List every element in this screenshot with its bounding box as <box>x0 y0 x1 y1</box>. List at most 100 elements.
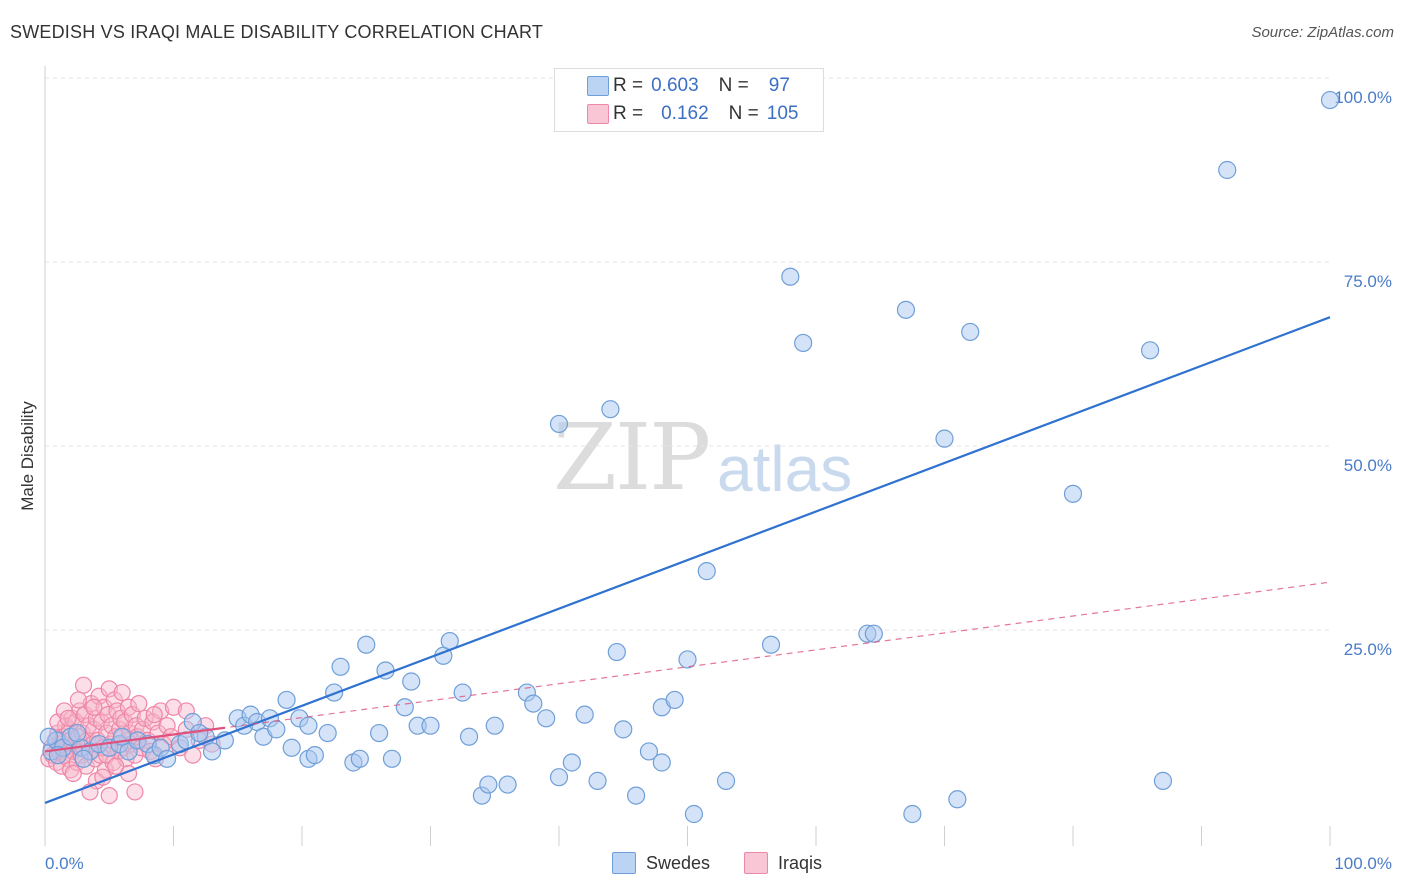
swedes-point <box>305 746 324 765</box>
legend-n-label-swedes: N = <box>718 75 749 96</box>
swedes-point <box>357 635 376 654</box>
iraqis-point <box>145 706 163 724</box>
swedes-point <box>1320 90 1340 110</box>
swedes-point <box>761 635 781 654</box>
swedes-point <box>607 642 626 662</box>
legend-swatch-swedes <box>587 76 609 96</box>
swedes-point <box>1140 341 1160 360</box>
legend-r-label-swedes: R = <box>613 75 644 96</box>
swedes-point <box>896 300 916 319</box>
source-label: Source: ZipAtlas.com <box>1251 24 1394 41</box>
iraqis-point <box>130 694 148 713</box>
swedes-point <box>331 657 350 676</box>
swedes-point <box>684 804 704 824</box>
correlation-legend: R = 0.603 N = 97 R = 0.162 N = 105 <box>554 68 824 132</box>
y-tick-label: 75.0% <box>1344 272 1392 291</box>
swedes-point <box>575 705 594 724</box>
swedes-point <box>190 723 209 743</box>
swedes-point <box>1218 160 1237 180</box>
swedes-point <box>459 727 479 746</box>
swedes-point <box>277 690 296 710</box>
iraqis-point <box>100 786 118 805</box>
swedes-point <box>498 775 517 794</box>
swedes-point <box>267 720 286 739</box>
swedes-point <box>549 414 569 434</box>
series-legend: Swedes Iraqis <box>0 852 1406 878</box>
swedes-point <box>350 749 369 768</box>
x-tick-label: 0.0% <box>45 854 84 873</box>
legend-r-value-iraqis: 0.162 <box>661 103 709 124</box>
swedes-point <box>453 683 472 702</box>
swedes-swatch <box>612 852 636 874</box>
swedes-point <box>485 716 504 735</box>
iraqis-point <box>59 709 77 727</box>
swedes-point <box>794 333 813 353</box>
watermark-atlas: atlas <box>717 433 853 505</box>
legend-item-swedes[interactable]: Swedes <box>612 852 710 874</box>
y-tick-label: 100.0% <box>1334 88 1392 107</box>
legend-item-iraqis[interactable]: Iraqis <box>744 852 822 874</box>
iraqis-point <box>164 698 183 716</box>
swedes-point <box>282 738 301 757</box>
legend-r-label-iraqis: R = <box>613 103 644 124</box>
y-tick-label: 25.0% <box>1344 640 1392 659</box>
swedes-point <box>614 720 633 739</box>
iraqis-point <box>100 680 118 698</box>
swedes-point <box>678 650 697 669</box>
swedes-point <box>549 768 569 787</box>
iraqis-trend-line <box>44 581 1331 753</box>
swedes-point <box>39 727 58 746</box>
swedes-point <box>961 322 980 342</box>
swedes-point <box>524 694 543 713</box>
swedes-point <box>601 400 620 419</box>
swedes-point <box>639 742 659 761</box>
iraqis-trend-line-solid <box>44 726 226 753</box>
y-tick-label: 50.0% <box>1344 456 1392 475</box>
swedes-point <box>395 698 414 717</box>
iraqis-point <box>85 698 103 716</box>
x-tick-label: 100.0% <box>1334 854 1392 873</box>
iraqis-point <box>64 764 82 783</box>
iraqis-point <box>99 706 117 724</box>
swedes-trend-line <box>44 316 1331 804</box>
chart-title: SWEDISH VS IRAQI MALE DISABILITY CORRELA… <box>10 22 544 42</box>
swedes-point <box>665 690 684 710</box>
swedes-point <box>1153 771 1173 790</box>
swedes-point <box>903 804 922 824</box>
swedes-point <box>299 716 318 735</box>
swedes-point <box>74 749 93 768</box>
swedes-point <box>935 429 954 448</box>
legend-n-label-iraqis: N = <box>728 103 759 124</box>
swedes-point <box>1063 484 1083 503</box>
swedes-point <box>716 771 736 790</box>
iraqis-point <box>107 757 125 775</box>
legend-n-value-swedes: 97 <box>768 75 790 96</box>
swedes-point <box>370 723 389 743</box>
swedes-point <box>68 723 87 743</box>
legend-r-value-swedes: 0.603 <box>651 75 699 96</box>
iraqis-point <box>69 691 88 709</box>
swedes-point <box>948 790 967 809</box>
swedes-point <box>479 775 498 794</box>
legend-row-swedes: R = 0.603 N = 97 <box>587 72 790 100</box>
swedes-point <box>781 267 800 286</box>
iraqis-point <box>126 783 144 801</box>
swedes-point <box>318 723 337 743</box>
swedes-point <box>864 624 883 643</box>
legend-label-swedes: Swedes <box>646 852 711 873</box>
iraqis-point <box>113 683 131 702</box>
swedes-point <box>652 753 671 772</box>
legend-swatch-iraqis <box>587 104 609 124</box>
iraqis-swatch <box>744 852 768 874</box>
swedes-point <box>562 753 581 772</box>
swedes-point <box>382 749 402 768</box>
iraqis-point <box>74 676 93 694</box>
swedes-point <box>537 709 556 728</box>
swedes-point <box>202 742 222 761</box>
swedes-point <box>588 771 607 790</box>
swedes-point <box>402 672 421 691</box>
legend-label-iraqis: Iraqis <box>778 852 823 873</box>
iraqis-point <box>158 717 176 735</box>
legend-n-value-iraqis: 105 <box>766 103 799 124</box>
